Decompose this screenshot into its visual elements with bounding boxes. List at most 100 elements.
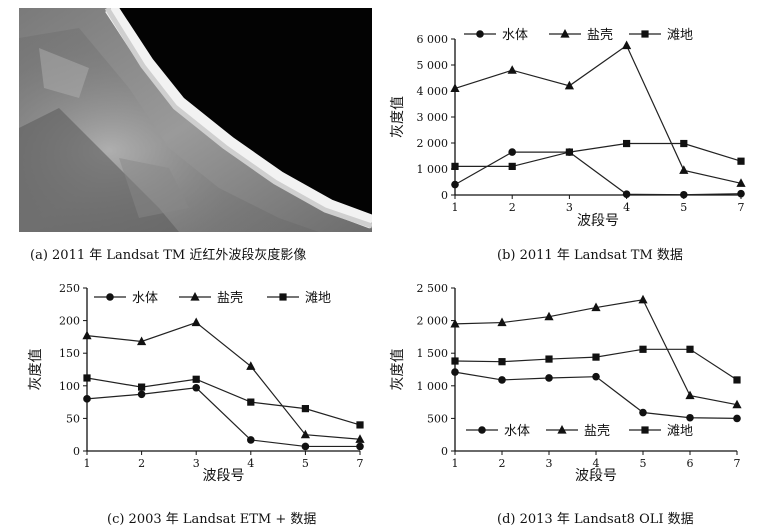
data-point-triangle <box>355 434 365 443</box>
series-line-square <box>455 142 742 167</box>
y-tick-label: 0 <box>441 189 448 202</box>
legend-label: 滩地 <box>305 291 331 306</box>
data-point-square <box>247 398 255 406</box>
data-point-square <box>301 405 309 413</box>
legend-label: 水体 <box>502 28 528 43</box>
data-point-square <box>680 139 688 148</box>
data-point-square <box>451 357 459 365</box>
data-point-circle <box>680 190 688 199</box>
data-point-triangle <box>450 83 460 92</box>
legend-marker-square <box>641 426 649 434</box>
x-tick-label: 7 <box>738 201 745 214</box>
y-tick-label: 6 000 <box>417 33 449 46</box>
data-point-square <box>737 157 745 165</box>
y-axis-title: 灰度值 <box>390 349 406 391</box>
data-point-triangle <box>638 294 648 304</box>
y-axis-title: 灰度值 <box>28 349 44 391</box>
data-point-triangle <box>685 390 695 400</box>
data-point-circle <box>83 395 91 403</box>
data-point-square <box>623 139 631 148</box>
data-point-square <box>498 358 506 366</box>
y-tick-label: 50 <box>66 412 80 425</box>
y-tick-label: 250 <box>59 282 80 295</box>
nir-grayscale-image <box>19 8 372 232</box>
x-axis-title: 波段号 <box>577 213 619 229</box>
x-tick-label: 1 <box>84 457 91 470</box>
legend-marker-triangle <box>557 425 567 434</box>
data-point-circle <box>592 372 600 381</box>
x-tick-label: 5 <box>302 457 309 470</box>
data-point-square <box>733 376 741 384</box>
data-point-triangle <box>191 317 201 327</box>
data-point-triangle <box>679 165 689 174</box>
legend-marker-triangle <box>560 29 570 38</box>
y-axis-title: 灰度值 <box>390 96 406 138</box>
series-line-circle <box>86 387 360 448</box>
x-tick-label: 4 <box>623 201 630 214</box>
data-point-triangle <box>450 318 460 328</box>
data-point-square <box>356 421 364 429</box>
data-point-triangle <box>300 429 310 439</box>
series-line-circle <box>454 151 742 196</box>
chart-b: 0 1 000 2 000 3 000 4 000 5 000 6 000 1 2 3 4 5 7 波段号… <box>390 28 746 229</box>
data-point-circle <box>545 374 553 382</box>
y-tick-label: 1 000 <box>417 163 449 176</box>
y-tick-label: 1 500 <box>417 347 449 360</box>
data-point-circle <box>508 148 516 156</box>
x-tick-label: 3 <box>546 457 553 470</box>
data-point-circle <box>247 436 255 444</box>
data-point-square <box>508 162 516 170</box>
legend-marker-square <box>279 293 287 301</box>
x-tick-label: 7 <box>734 457 741 470</box>
data-point-circle <box>733 414 741 423</box>
y-tick-label: 2 000 <box>417 137 449 150</box>
legend-label: 盐壳 <box>587 28 613 43</box>
legend-marker-circle <box>476 30 484 38</box>
x-tick-label: 1 <box>452 457 459 470</box>
data-point-circle <box>639 408 647 417</box>
data-point-square <box>686 345 694 353</box>
caption-c: (c) 2003 年 Landsat ETM + 数据 <box>107 512 317 527</box>
x-tick-label: 1 <box>452 201 459 214</box>
data-point-square <box>639 345 647 353</box>
data-point-circle <box>301 442 310 451</box>
legend-label: 滩地 <box>667 424 693 439</box>
data-point-square <box>192 375 200 383</box>
data-point-triangle <box>591 302 601 312</box>
y-tick-label: 500 <box>427 412 448 425</box>
data-point-circle <box>622 190 631 199</box>
data-point-triangle <box>736 178 746 187</box>
data-point-square <box>83 374 91 382</box>
y-tick-label: 2 500 <box>417 282 449 295</box>
series-line-triangle <box>86 321 361 440</box>
legend-marker-circle <box>478 426 486 434</box>
y-tick-label: 200 <box>59 315 80 328</box>
data-point-triangle <box>732 399 742 409</box>
x-tick-label: 2 <box>499 457 506 470</box>
x-tick-label: 7 <box>357 457 364 470</box>
y-tick-label: 150 <box>59 347 80 360</box>
data-point-circle <box>451 180 459 189</box>
y-tick-label: 0 <box>73 445 80 458</box>
legend-marker-circle <box>106 293 114 301</box>
x-tick-label: 2 <box>138 457 145 470</box>
data-point-triangle <box>246 361 256 370</box>
series-line-square <box>86 377 361 426</box>
legend-marker-triangle <box>190 292 200 301</box>
x-tick-label: 3 <box>193 457 200 470</box>
data-point-triangle <box>622 40 632 50</box>
data-point-circle <box>356 442 364 451</box>
x-axis-title: 波段号 <box>575 468 617 484</box>
data-point-triangle <box>544 311 554 321</box>
chart-c: 0 50 100 150 200 250 1 2 3 4 5 7 波段号 灰度值 水体 盐壳 滩地 <box>28 282 365 484</box>
x-tick-label: 4 <box>247 457 254 470</box>
y-tick-label: 5 000 <box>417 59 449 72</box>
data-point-triangle <box>497 317 507 327</box>
data-point-circle <box>737 189 745 198</box>
legend-label: 滩地 <box>667 28 693 43</box>
data-point-circle <box>451 368 459 376</box>
data-point-circle <box>192 383 200 392</box>
legend-label: 水体 <box>132 291 158 306</box>
caption-a: (a) 2011 年 Landsat TM 近红外波段灰度影像 <box>30 248 307 263</box>
